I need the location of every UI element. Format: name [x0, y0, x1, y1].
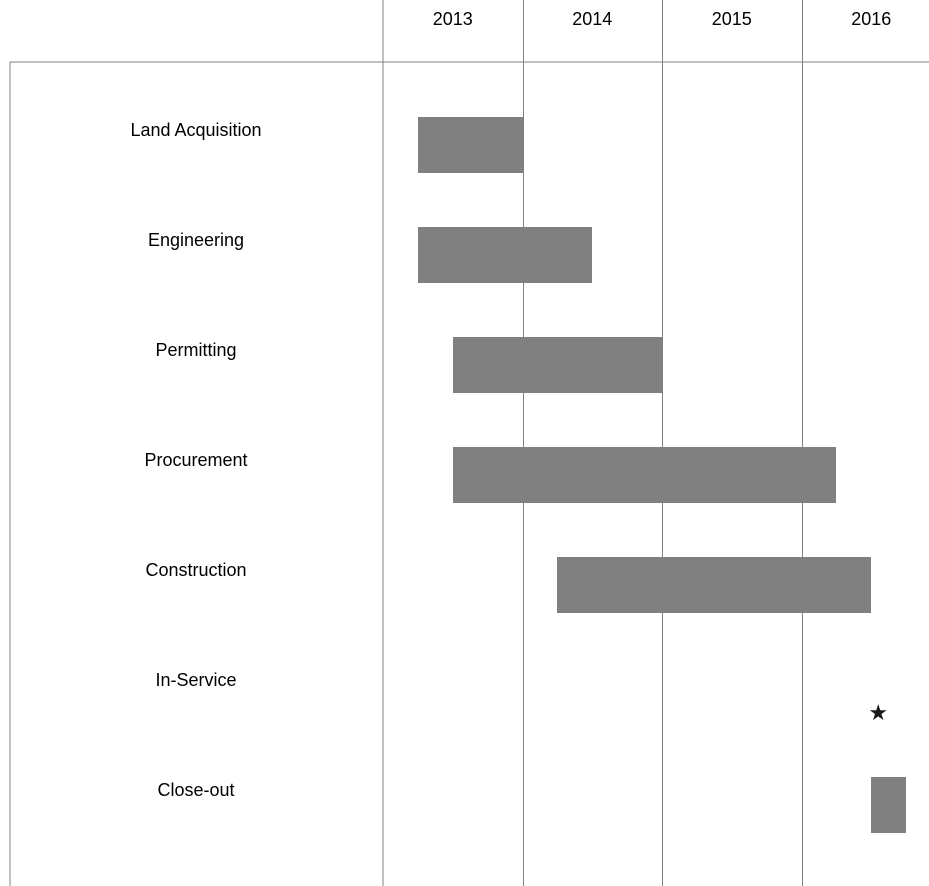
task-label-close-out: Close-out [157, 780, 234, 800]
task-labels: Land Acquisition Engineering Permitting Pro… [130, 120, 261, 800]
year-label-2013: 2013 [433, 9, 473, 29]
task-bars: ★ [418, 117, 906, 833]
task-bar-permitting [453, 337, 662, 393]
year-label-2015: 2015 [712, 9, 752, 29]
task-bar-engineering [418, 227, 592, 283]
task-label-procurement: Procurement [144, 450, 247, 470]
task-bar-construction [557, 557, 871, 613]
task-label-engineering: Engineering [148, 230, 244, 250]
milestone-star-icon: ★ [868, 701, 888, 726]
year-header: 2013 2014 2015 2016 [433, 9, 892, 29]
task-label-construction: Construction [145, 560, 246, 580]
task-label-in-service: In-Service [155, 670, 236, 690]
year-label-2016: 2016 [851, 9, 891, 29]
task-bar-close-out [871, 777, 906, 833]
task-label-permitting: Permitting [155, 340, 236, 360]
task-bar-land-acquisition [418, 117, 523, 173]
task-bar-procurement [453, 447, 836, 503]
task-label-land-acquisition: Land Acquisition [130, 120, 261, 140]
year-grid-lines [523, 0, 803, 886]
year-label-2014: 2014 [572, 9, 612, 29]
